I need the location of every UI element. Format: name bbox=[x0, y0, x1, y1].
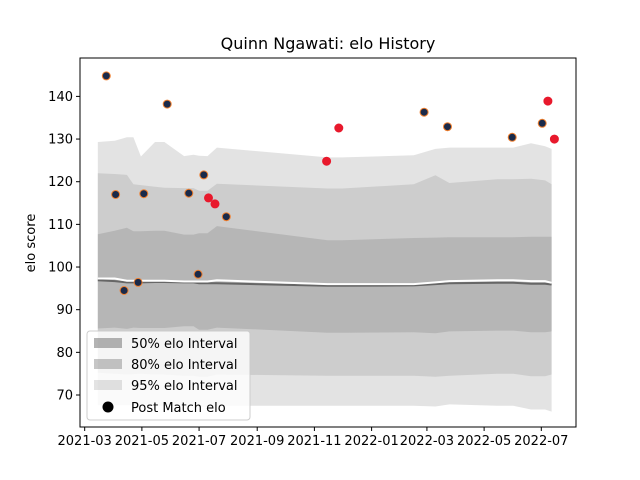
data-point bbox=[119, 286, 129, 295]
x-tick-label: 2021-11 bbox=[287, 434, 341, 449]
data-point bbox=[162, 99, 172, 109]
x-tick-label: 2022-05 bbox=[457, 434, 511, 449]
y-tick-label: 90 bbox=[56, 303, 73, 318]
data-point bbox=[537, 118, 547, 128]
band-50 bbox=[97, 226, 552, 334]
legend-label-95: 95% elo Interval bbox=[131, 379, 238, 394]
legend-swatch-95 bbox=[94, 380, 122, 390]
legend-swatch-50 bbox=[94, 338, 122, 348]
y-tick-label: 140 bbox=[48, 90, 73, 105]
plot-frame bbox=[79, 57, 577, 428]
x-tick-label: 2021-09 bbox=[230, 434, 284, 449]
data-point bbox=[549, 134, 559, 144]
legend: 50% elo Interval 80% elo Interval 95% el… bbox=[86, 330, 251, 421]
y-tick-label: 70 bbox=[56, 389, 73, 404]
data-point bbox=[199, 170, 209, 180]
legend-label-points: Post Match elo bbox=[131, 401, 226, 416]
band-80 bbox=[97, 173, 552, 377]
data-point bbox=[443, 122, 452, 132]
x-tick-label: 2022-03 bbox=[400, 434, 454, 449]
y-axis-label: elo score bbox=[24, 214, 39, 273]
data-point bbox=[111, 190, 121, 199]
data-point bbox=[419, 107, 429, 117]
data-point bbox=[543, 96, 553, 106]
data-point bbox=[133, 277, 143, 287]
x-tick-label: 2022-07 bbox=[514, 434, 568, 449]
y-axis: 70 80 90 100 110 120 130 140 bbox=[48, 90, 80, 404]
y-tick-label: 100 bbox=[48, 261, 73, 276]
data-point bbox=[334, 123, 344, 133]
post-match-points bbox=[101, 71, 559, 295]
legend-frame bbox=[86, 330, 251, 421]
legend-swatch-80 bbox=[94, 359, 122, 369]
chart-title: Quinn Ngawati: elo History bbox=[221, 34, 436, 53]
y-tick-label: 130 bbox=[48, 133, 73, 148]
x-tick-label: 2021-07 bbox=[172, 434, 226, 449]
x-axis: 2021-03 2021-05 2021-07 2021-09 2021-11 2022-… bbox=[58, 427, 568, 449]
y-tick-label: 80 bbox=[56, 346, 73, 361]
plot-area bbox=[79, 57, 577, 428]
data-point bbox=[101, 71, 111, 81]
legend-label-80: 80% elo Interval bbox=[131, 358, 238, 373]
legend-label-50: 50% elo Interval bbox=[131, 337, 238, 352]
x-tick-label: 2022-01 bbox=[344, 434, 398, 449]
data-point bbox=[322, 156, 332, 166]
data-point bbox=[204, 193, 213, 203]
data-point bbox=[507, 132, 517, 142]
data-point bbox=[210, 199, 220, 209]
y-tick-label: 110 bbox=[48, 218, 73, 233]
x-tick-label: 2021-03 bbox=[58, 434, 112, 449]
data-point bbox=[139, 189, 149, 199]
data-point bbox=[184, 188, 194, 198]
y-tick-label: 120 bbox=[48, 175, 73, 190]
legend-marker-points bbox=[102, 401, 114, 413]
x-tick-label: 2021-05 bbox=[115, 434, 169, 449]
data-point bbox=[221, 212, 231, 222]
data-point bbox=[193, 269, 203, 279]
